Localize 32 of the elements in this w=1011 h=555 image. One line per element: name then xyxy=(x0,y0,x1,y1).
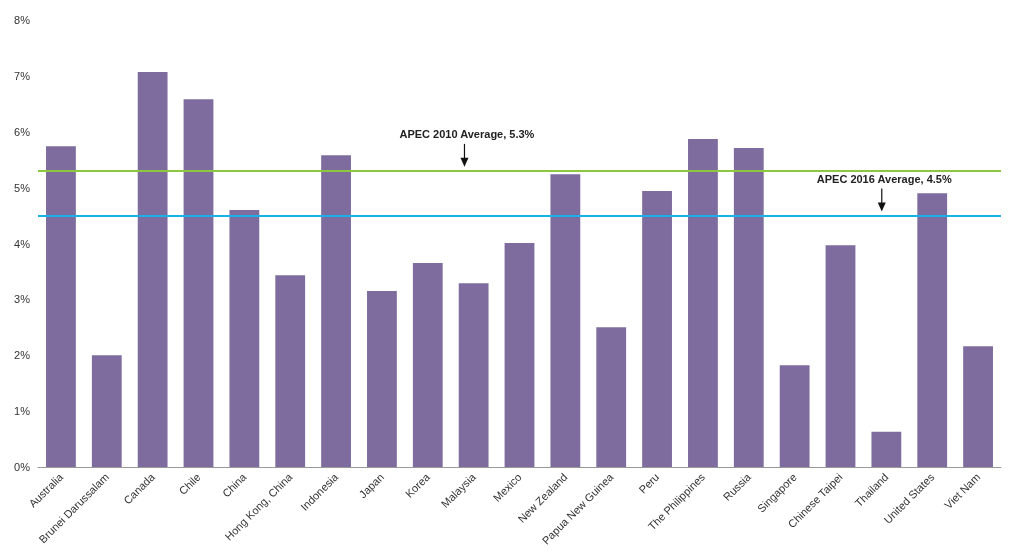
ref-line-label: APEC 2010 Average, 5.3% xyxy=(399,128,535,141)
y-tick-label: 8% xyxy=(14,14,31,26)
bar xyxy=(825,245,856,467)
bar xyxy=(550,174,581,467)
bar xyxy=(183,99,214,467)
bar xyxy=(871,431,902,467)
ref-line-label: APEC 2016 Average, 4.5% xyxy=(816,173,952,186)
bar xyxy=(917,193,948,467)
bar xyxy=(642,190,672,467)
bar xyxy=(688,139,718,467)
y-tick-label: 3% xyxy=(14,293,31,306)
bar xyxy=(596,327,627,467)
bar xyxy=(229,209,260,467)
bar xyxy=(412,263,443,467)
bar xyxy=(458,283,489,467)
y-tick-label: 6% xyxy=(14,125,31,138)
bar xyxy=(963,346,993,467)
y-tick-label: 5% xyxy=(14,181,31,194)
y-tick-label: 2% xyxy=(14,349,31,362)
bar xyxy=(275,275,306,467)
bar xyxy=(367,290,397,467)
y-tick-label: 0% xyxy=(14,461,31,473)
bar xyxy=(137,71,168,467)
bar xyxy=(504,242,535,467)
bar xyxy=(91,355,122,467)
bar xyxy=(46,146,76,467)
bar xyxy=(733,147,764,467)
bar xyxy=(321,155,351,467)
y-tick-label: 1% xyxy=(14,405,31,418)
y-tick-label: 4% xyxy=(14,237,31,250)
y-tick-label: 7% xyxy=(14,69,31,82)
bar xyxy=(779,365,810,467)
